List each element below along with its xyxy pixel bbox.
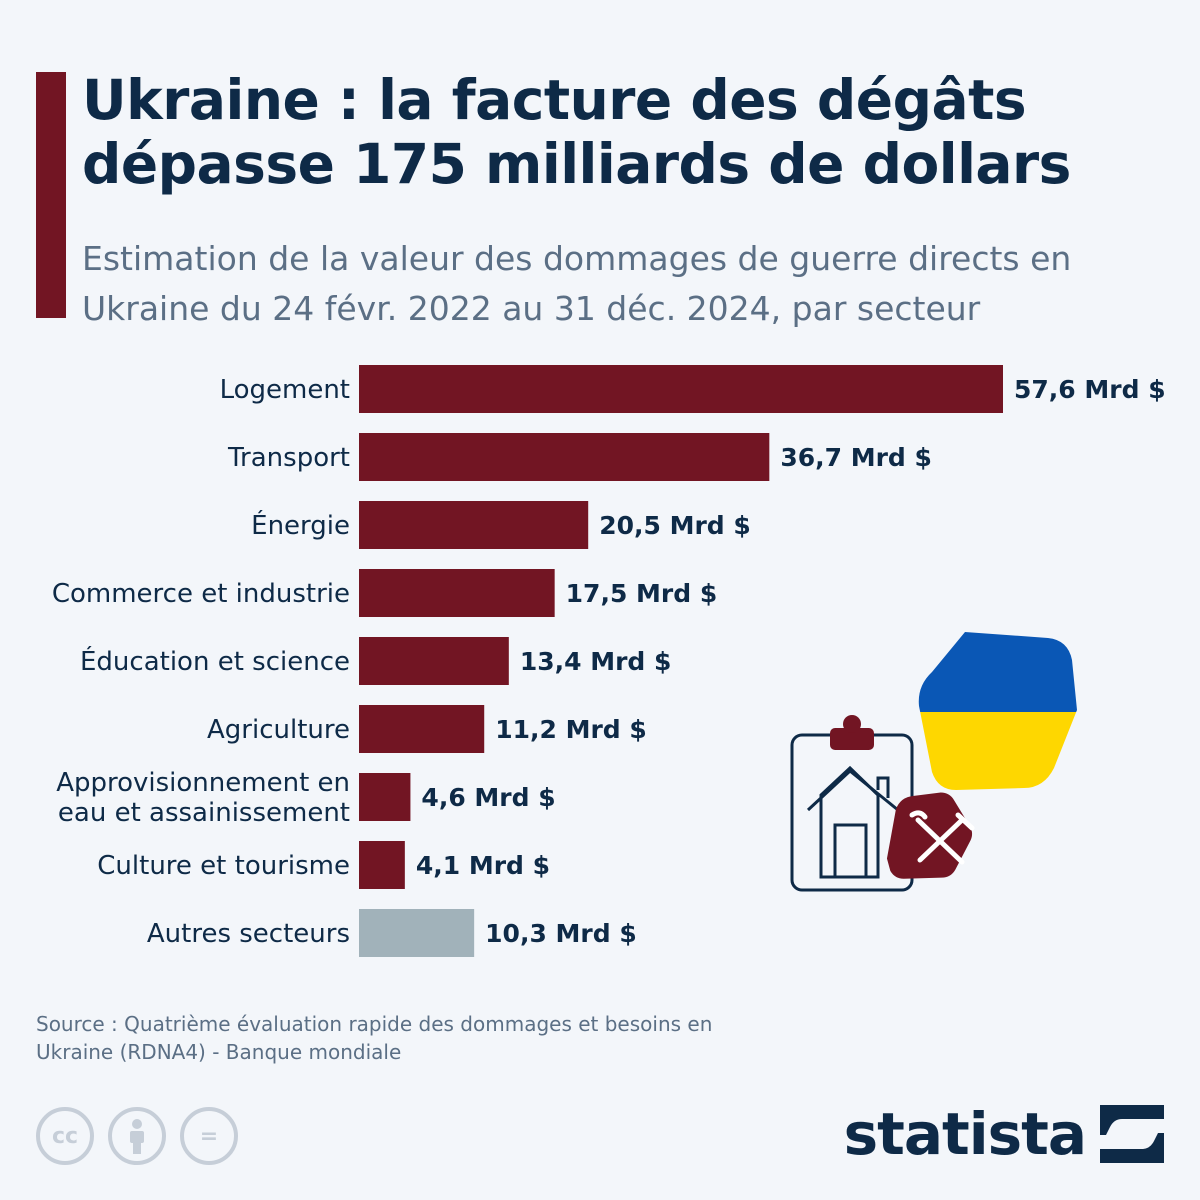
category-label: Autres secteurs bbox=[147, 919, 350, 949]
cc-icon-text: cc bbox=[51, 1123, 79, 1149]
value-label: 57,6 Mrd $ bbox=[1014, 375, 1166, 404]
value-label: 17,5 Mrd $ bbox=[566, 579, 718, 608]
category-label: Éducation et science bbox=[80, 645, 350, 677]
category-label: Commerce et industrie bbox=[52, 579, 350, 609]
category-label: Culture et tourisme bbox=[97, 851, 350, 881]
category-label: Transport bbox=[227, 443, 350, 473]
title-accent-bar bbox=[36, 72, 66, 318]
category-label: eau et assainissement bbox=[58, 798, 350, 828]
value-label: 4,1 Mrd $ bbox=[416, 851, 550, 880]
value-label: 10,3 Mrd $ bbox=[485, 919, 637, 948]
bar bbox=[359, 637, 509, 685]
page-subtitle: Estimation de la valeur des dommages de … bbox=[82, 239, 1072, 328]
source-note: Source : Quatrième évaluation rapide des… bbox=[36, 1012, 713, 1064]
statista-logo-icon bbox=[1100, 1105, 1164, 1163]
license-icons: cc = bbox=[36, 1107, 238, 1165]
bar bbox=[359, 365, 1003, 413]
bar bbox=[359, 569, 555, 617]
no-derivatives-icon-text: = bbox=[199, 1123, 219, 1149]
category-label: Agriculture bbox=[207, 715, 350, 745]
ukraine-flag-icon bbox=[918, 632, 1077, 790]
category-label: Énergie bbox=[251, 509, 350, 541]
brand[interactable]: statista bbox=[844, 1100, 1164, 1168]
value-label: 4,6 Mrd $ bbox=[421, 783, 555, 812]
value-label: 11,2 Mrd $ bbox=[495, 715, 647, 744]
page-title: Ukraine : la facture des dégâts dépasse … bbox=[82, 68, 1071, 196]
bar bbox=[359, 705, 485, 753]
bar bbox=[359, 433, 770, 481]
bar bbox=[359, 909, 475, 957]
bar bbox=[359, 501, 589, 549]
value-label: 36,7 Mrd $ bbox=[780, 443, 932, 472]
bar bbox=[359, 773, 411, 821]
value-label: 20,5 Mrd $ bbox=[599, 511, 751, 540]
repair-tools-icon bbox=[886, 792, 975, 879]
value-label: 13,4 Mrd $ bbox=[520, 647, 672, 676]
no-derivatives-icon[interactable]: = bbox=[180, 1107, 238, 1165]
category-label: Logement bbox=[220, 375, 350, 405]
illustration bbox=[790, 632, 1077, 892]
cc-icon[interactable]: cc bbox=[36, 1107, 94, 1165]
bar bbox=[359, 841, 405, 889]
clipboard-clip bbox=[830, 715, 874, 750]
bar-chart: Logement 57,6 Mrd $ Transport 36,7 Mrd $ Éne… bbox=[52, 365, 1166, 957]
brand-name: statista bbox=[843, 1100, 1087, 1168]
attribution-icon[interactable] bbox=[108, 1107, 166, 1165]
category-label: Approvisionnement en bbox=[56, 768, 350, 798]
